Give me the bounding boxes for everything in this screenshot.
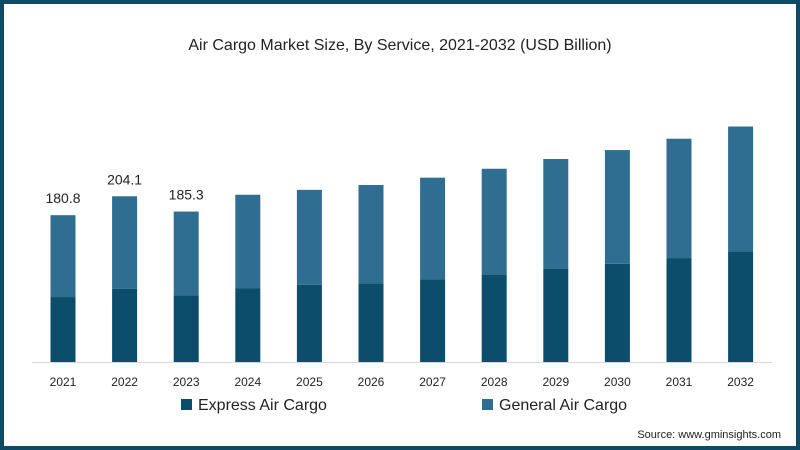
bar-general-2023 xyxy=(173,211,199,296)
bar-general-2031 xyxy=(666,138,692,259)
legend-swatch-general xyxy=(482,399,493,410)
bar-express-2027 xyxy=(420,279,446,362)
bar-general-2028 xyxy=(481,168,507,275)
bar-express-2031 xyxy=(666,258,692,362)
x-tick-label-2026: 2026 xyxy=(358,375,385,389)
bar-express-2029 xyxy=(543,268,569,362)
x-tick-label-2027: 2027 xyxy=(419,375,446,389)
bar-express-2032 xyxy=(728,251,754,362)
bar-express-2023 xyxy=(173,295,199,362)
legend-label-general: General Air Cargo xyxy=(499,397,627,414)
bar-express-2030 xyxy=(604,263,630,362)
bar-general-2026 xyxy=(358,184,384,284)
bar-express-2024 xyxy=(235,288,261,362)
bar-general-2030 xyxy=(604,150,630,264)
x-tick-label-2031: 2031 xyxy=(666,375,693,389)
legend-label-express: Express Air Cargo xyxy=(198,397,327,414)
x-tick-label-2032: 2032 xyxy=(727,375,754,389)
bar-express-2028 xyxy=(481,274,507,362)
bar-express-2025 xyxy=(296,284,322,362)
bar-general-2029 xyxy=(543,159,569,269)
x-tick-label-2023: 2023 xyxy=(173,375,200,389)
legend: Express Air Cargo General Air Cargo xyxy=(181,397,627,414)
x-tick-label-2030: 2030 xyxy=(604,375,631,389)
bar-general-2027 xyxy=(420,177,446,280)
bar-general-2032 xyxy=(728,126,754,252)
x-tick-label-2025: 2025 xyxy=(296,375,323,389)
source-note: Source: www.gminsights.com xyxy=(637,429,781,441)
data-label-2022: 204.1 xyxy=(107,171,142,187)
legend-swatch-express xyxy=(181,399,192,410)
bar-express-2022 xyxy=(112,288,138,362)
chart-title: Air Cargo Market Size, By Service, 2021-… xyxy=(188,37,611,54)
x-tick-label-2022: 2022 xyxy=(111,375,138,389)
data-label-2021: 180.8 xyxy=(45,190,80,206)
x-tick-label-2021: 2021 xyxy=(50,375,77,389)
x-tick-label-2029: 2029 xyxy=(542,375,569,389)
bar-general-2022 xyxy=(112,196,138,289)
bar-express-2026 xyxy=(358,283,384,362)
x-tick-label-2028: 2028 xyxy=(481,375,508,389)
bar-general-2025 xyxy=(296,189,322,285)
data-label-2023: 185.3 xyxy=(169,187,204,203)
bar-general-2024 xyxy=(235,194,261,289)
bar-express-2021 xyxy=(50,297,76,362)
x-tick-label-2024: 2024 xyxy=(234,375,261,389)
bar-general-2021 xyxy=(50,215,76,298)
